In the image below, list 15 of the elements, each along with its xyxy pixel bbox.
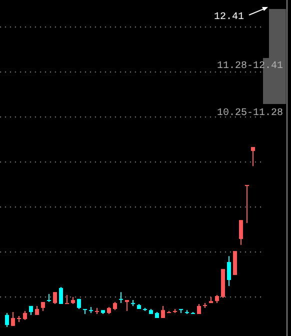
- text: 12.41: [214, 12, 244, 23]
- candlestick: [125, 300, 129, 312]
- candlestick: [59, 286, 63, 304]
- candlestick: [227, 256, 231, 286]
- candlestick: [161, 305, 165, 318]
- candlestick: [239, 220, 243, 246]
- candlestick: [5, 312, 9, 328]
- candlestick: [11, 312, 15, 326]
- text: 11.28-12.41: [216, 61, 283, 72]
- candlestick: [119, 292, 123, 304]
- text: 10.25-11.28: [216, 108, 283, 119]
- candlestick: [53, 292, 57, 304]
- candlestick: [245, 184, 249, 224]
- candlestick: [65, 294, 69, 304]
- candlestick: [251, 146, 255, 167]
